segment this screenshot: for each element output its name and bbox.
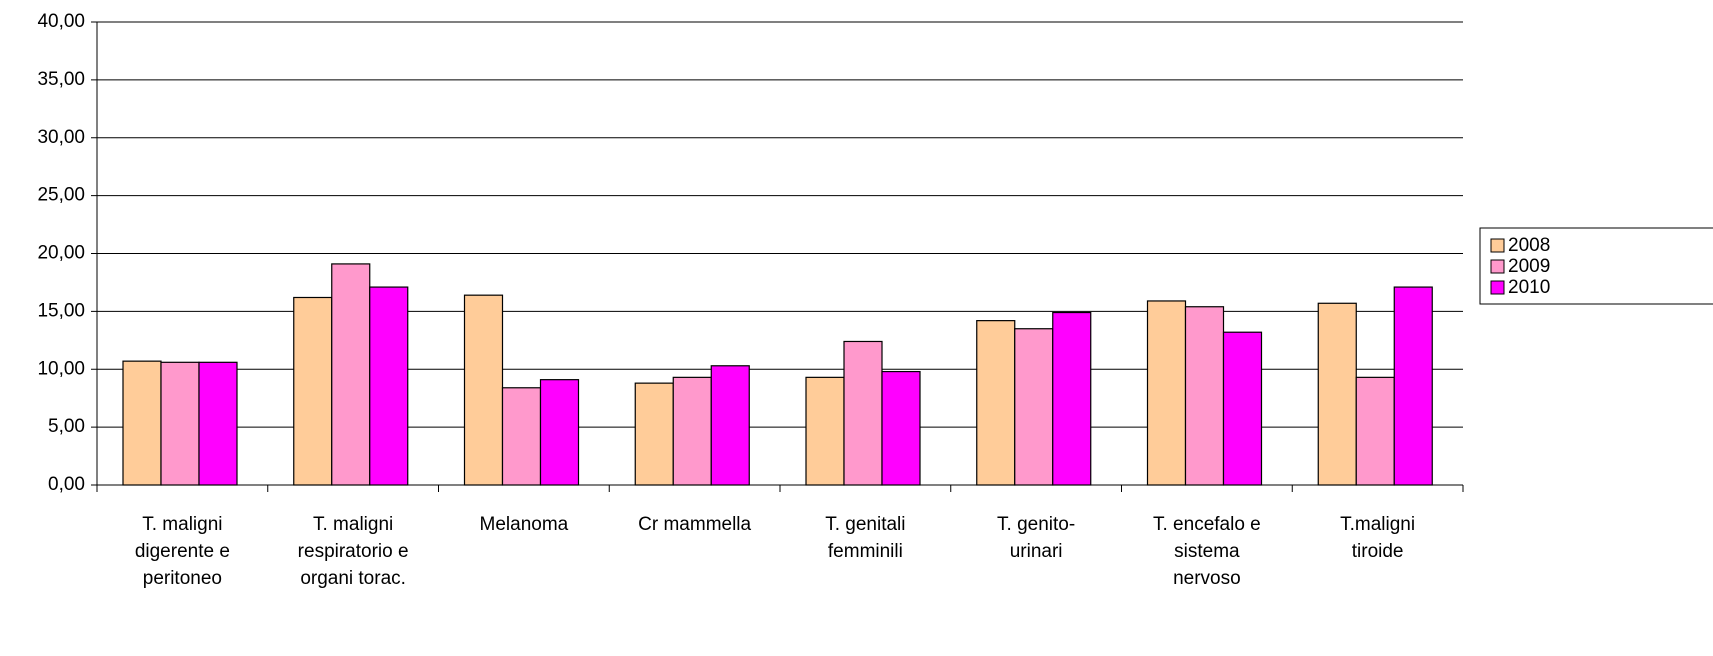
x-tick-label: T. genito- urinari [997, 514, 1076, 562]
bar [331, 263, 371, 486]
legend-label: 2010 [1508, 277, 1550, 298]
y-tick-label: 0,00 [48, 474, 85, 495]
bar [293, 296, 333, 486]
x-tick-label: T. maligni digerente e peritoneo [134, 514, 230, 589]
x-tick-label: Melanoma [479, 514, 569, 535]
y-tick-label: 5,00 [48, 416, 85, 437]
bar [1355, 376, 1395, 486]
bar [710, 365, 750, 486]
y-tick-label: 20,00 [37, 243, 85, 264]
bar [501, 387, 542, 486]
bar [122, 360, 162, 486]
bar [976, 320, 1016, 486]
bar [1222, 331, 1263, 486]
legend-label: 2009 [1508, 256, 1550, 277]
x-tick-label: T.maligni tiroide [1340, 514, 1416, 562]
y-tick-label: 40,00 [37, 11, 85, 32]
bar [160, 361, 200, 486]
bar [881, 370, 921, 486]
bar [1184, 306, 1225, 486]
bar [634, 382, 674, 486]
bar [369, 286, 409, 486]
bar [843, 340, 883, 486]
bar [198, 361, 238, 486]
y-tick-label: 35,00 [37, 69, 85, 90]
legend-swatch [1490, 238, 1505, 253]
x-tick-label: Cr mammella [638, 514, 752, 535]
bar [1052, 311, 1092, 486]
legend-box [1479, 227, 1713, 305]
bar [1393, 286, 1433, 486]
legend-swatch [1490, 280, 1505, 295]
y-tick-label: 30,00 [37, 127, 85, 148]
legend-swatch [1490, 259, 1505, 274]
y-tick-label: 25,00 [37, 185, 85, 206]
x-tick-label: T. genitali femminili [825, 514, 906, 562]
x-tick-label: T. maligni respiratorio e organi torac. [297, 514, 409, 589]
x-tick-label: T. encefalo e sistema nervoso [1153, 514, 1261, 589]
bar [1014, 328, 1054, 486]
bar [672, 376, 712, 486]
bar [1317, 302, 1357, 486]
bar [463, 294, 504, 486]
y-tick-label: 10,00 [37, 358, 85, 379]
bar [539, 379, 580, 486]
bar [1146, 300, 1187, 486]
y-tick-label: 15,00 [37, 300, 85, 321]
bar [805, 376, 845, 486]
legend-label: 2008 [1508, 235, 1550, 256]
